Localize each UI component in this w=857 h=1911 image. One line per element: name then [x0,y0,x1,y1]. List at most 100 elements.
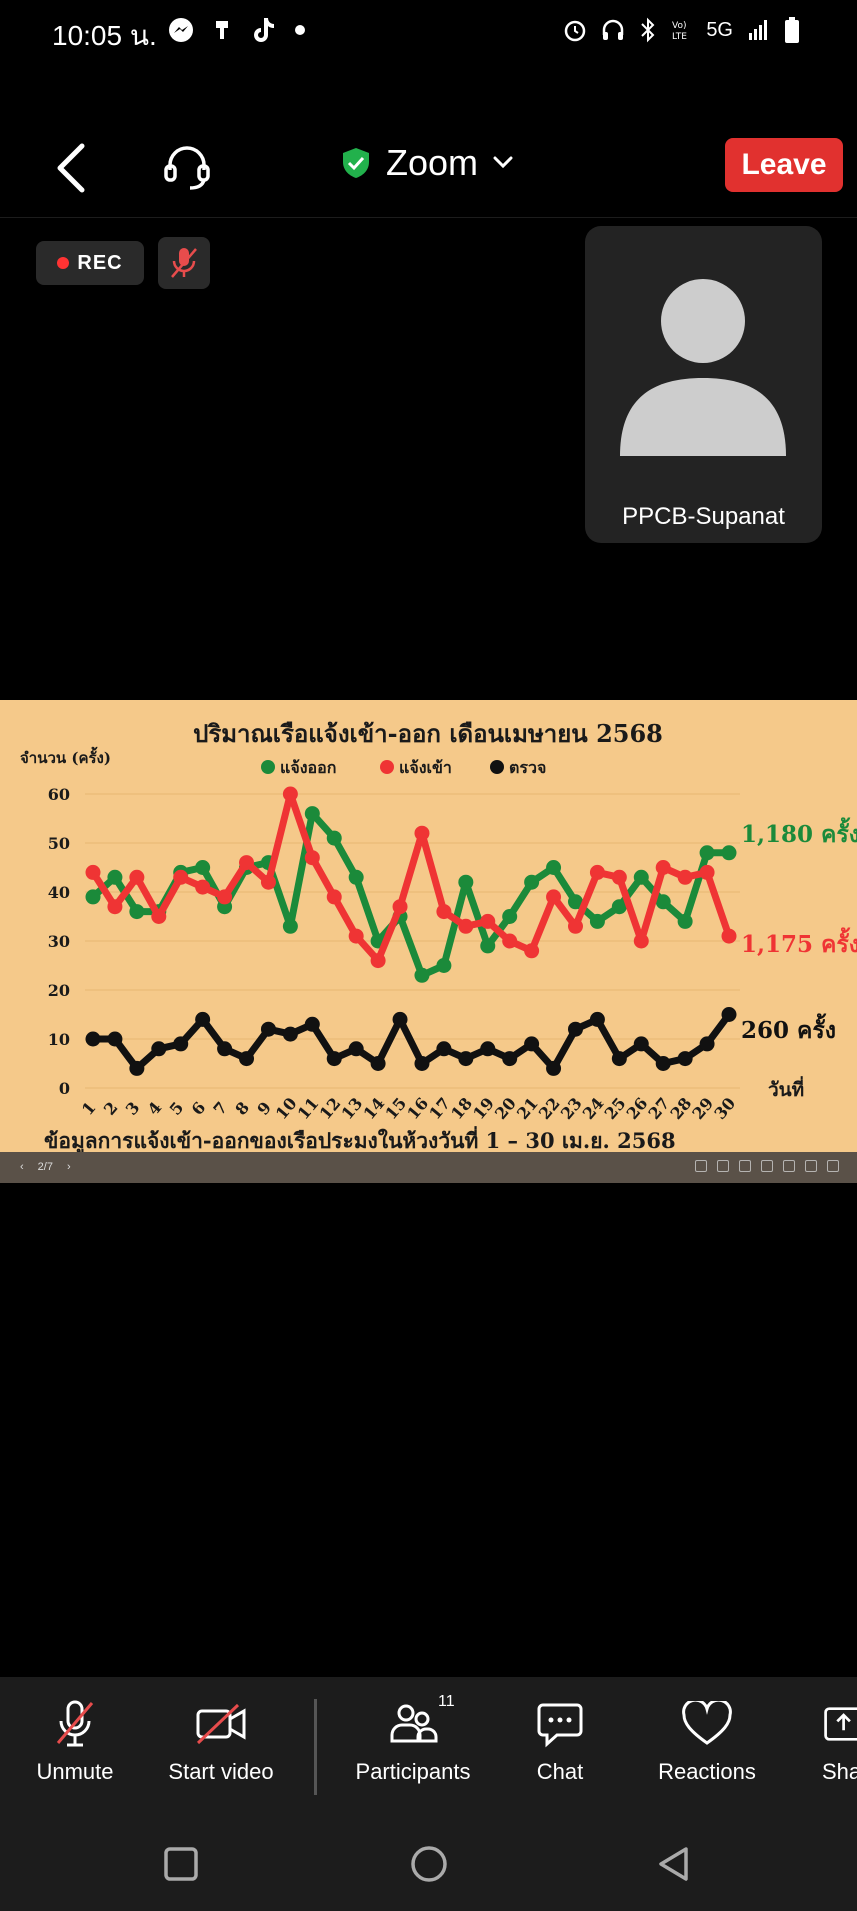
data-point [239,855,255,871]
data-point [173,869,189,885]
x-tick-label: 6 [188,1098,210,1119]
x-tick-label: 2 [100,1098,122,1119]
data-point [524,943,540,959]
start-video-button[interactable]: Start video [160,1699,282,1785]
participants-label: Participants [355,1759,471,1784]
unmute-button[interactable]: Unmute [20,1699,130,1785]
data-point [107,1031,123,1047]
data-point [326,830,342,846]
chat-icon [537,1703,583,1748]
home-icon[interactable] [409,1844,449,1884]
back-button[interactable] [50,142,94,194]
y-axis-label: จำนวน (ครั้ง) [20,746,111,767]
back-nav-icon[interactable] [656,1845,692,1883]
data-point [304,806,320,822]
data-point [546,889,562,905]
data-point [195,860,211,875]
fullscreen-icon[interactable] [827,1160,839,1172]
muted-mic-indicator [158,237,210,289]
data-point [611,1051,627,1067]
viewer-tools [695,1160,839,1172]
data-point [85,1031,101,1047]
volte-icon: Vo)LTE [672,21,687,42]
share-screen-icon [824,1707,857,1741]
data-point [546,860,562,875]
data-point [85,889,101,905]
svg-text:LTE: LTE [672,32,687,42]
more-icon[interactable] [805,1160,817,1172]
series-line [90,810,729,979]
series-total-label: 260 ครั้ง [741,1013,836,1044]
share-button[interactable]: Sha [822,1699,857,1785]
data-point [304,850,320,866]
data-point [480,1041,496,1057]
chevron-down-icon [493,156,513,169]
participants-button[interactable]: 11 Participants [346,1693,480,1785]
data-point [282,1026,298,1042]
y-tick-label: 0 [59,1079,70,1098]
y-tick-label: 50 [48,834,70,853]
data-point [195,1011,211,1027]
recents-icon[interactable] [163,1846,199,1882]
data-point [655,860,671,875]
x-tick-label: 9 [253,1098,275,1119]
x-tick-label: 7 [210,1098,232,1119]
data-point [567,1021,583,1037]
slide-page-indicator: 2/7 [37,1161,53,1173]
x-tick-label: 30 [710,1094,739,1123]
support-button[interactable] [160,140,214,194]
alarm-icon [565,20,586,42]
shield-check-icon [343,148,369,178]
participant-tile[interactable]: PPCB-Supanat [585,226,822,543]
data-point [217,889,233,905]
status-bar: 10:05 น. Vo) LTE 5G [0,0,857,62]
y-tick-label: 60 [48,785,70,804]
legend-label: แจ้งออก [280,758,336,777]
chart-subtitle: ข้อมูลการแจ้งเข้า-ออกของเรือประมงในห้วงว… [44,1125,676,1152]
caption-icon[interactable] [739,1160,751,1172]
chart-legend: แจ้งออก แจ้งเข้า ตรวจ [261,758,546,777]
chat-button[interactable]: Chat [520,1699,600,1785]
audio-icon[interactable] [761,1160,773,1172]
data-point [633,869,649,885]
reactions-button[interactable]: Reactions [648,1699,766,1785]
chart-title: ปริมาณเรือแจ้งเข้า-ออก เดือนเมษายน 2568 [193,719,663,748]
y-tick-label: 40 [48,883,70,902]
screen-icon[interactable] [783,1160,795,1172]
video-off-icon [196,1703,246,1745]
share-viewer-toolbar: ‹ 2/7 › [0,1152,857,1183]
data-point [546,1060,562,1076]
data-point [326,889,342,905]
data-point [195,879,211,895]
data-point [458,874,474,890]
chart-series [85,786,737,1076]
pen-icon[interactable] [717,1160,729,1172]
data-point [348,1041,364,1057]
x-tick-label: 3 [122,1098,144,1119]
data-point [151,909,167,924]
brush-icon [216,21,228,39]
data-point [699,845,715,861]
leave-button[interactable]: Leave [725,138,843,192]
prev-slide-button[interactable]: ‹ [20,1161,24,1173]
data-point [282,918,298,934]
data-point [480,938,496,954]
data-point [151,1041,167,1057]
headphones-icon [603,19,624,40]
data-point [502,909,518,924]
battery-icon [785,17,799,43]
recording-badge[interactable]: REC [36,241,144,285]
data-point [458,918,474,934]
data-point [677,1051,693,1067]
data-point [392,1011,408,1027]
next-slide-button[interactable]: › [66,1161,71,1173]
data-point [414,967,430,983]
data-point [129,904,145,920]
data-point [589,913,605,929]
zoom-icon[interactable] [695,1160,707,1172]
data-point [282,786,298,802]
data-point [633,933,649,949]
meeting-title-dropdown[interactable]: Zoom [340,142,514,184]
mic-off-icon [56,1700,94,1747]
